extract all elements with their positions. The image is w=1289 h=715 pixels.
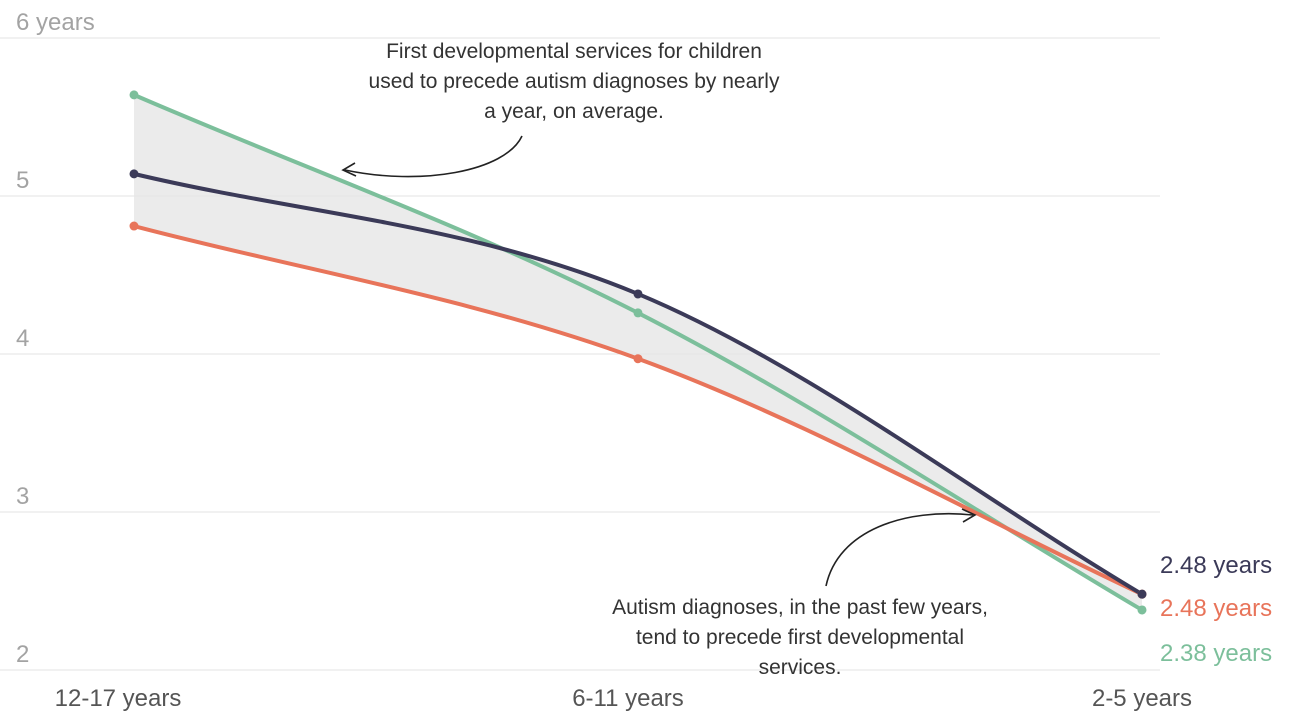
annotation-bottom-line-3: services. [759,656,842,679]
end-labels: 2.48 years 2.48 years 2.38 years [1160,552,1272,667]
y-tick-label: 3 [16,483,29,510]
data-point-green [633,308,643,318]
data-point-orange [129,221,139,231]
series-line-orange [132,224,1144,597]
data-point-green [129,90,139,100]
data-point-navy [129,169,139,179]
annotation-bottom-arrowhead [961,508,977,523]
annotation-top-line-3: a year, on average. [484,100,664,123]
annotation-top-arrow [344,135,523,178]
y-tick-label: 5 [16,167,29,194]
y-axis-ticks: 6 years 5 4 3 2 [16,9,95,668]
data-point-navy [1137,589,1147,599]
annotation-bottom: Autism diagnoses, in the past few years,… [612,508,988,679]
annotation-bottom-arrow [825,512,974,587]
y-tick-label: 4 [16,325,29,352]
annotation-bottom-line-2: tend to precede first developmental [636,626,964,649]
y-tick-label: 2 [16,641,29,668]
data-point-orange [633,354,643,364]
y-tick-label: 6 years [16,9,95,36]
annotation-top-line-2: used to precede autism diagnoses by near… [369,70,780,93]
x-axis-ticks: 12-17 years 6-11 years 2-5 years [55,685,1192,712]
data-point-green [1137,605,1147,615]
x-tick-label: 2-5 years [1092,685,1192,712]
series-points [129,90,1147,615]
x-tick-label: 6-11 years [572,685,684,712]
x-tick-label: 12-17 years [55,685,182,712]
end-label-green: 2.38 years [1160,640,1272,667]
annotation-bottom-line-1: Autism diagnoses, in the past few years, [612,596,988,619]
annotation-top-line-1: First developmental services for childre… [386,40,762,63]
end-label-orange: 2.48 years [1160,595,1272,622]
annotation-top: First developmental services for childre… [341,40,780,178]
gap-band [134,94,1142,610]
end-label-navy: 2.48 years [1160,552,1272,579]
data-point-navy [633,289,643,299]
annotation-top-arrowhead [341,162,357,177]
